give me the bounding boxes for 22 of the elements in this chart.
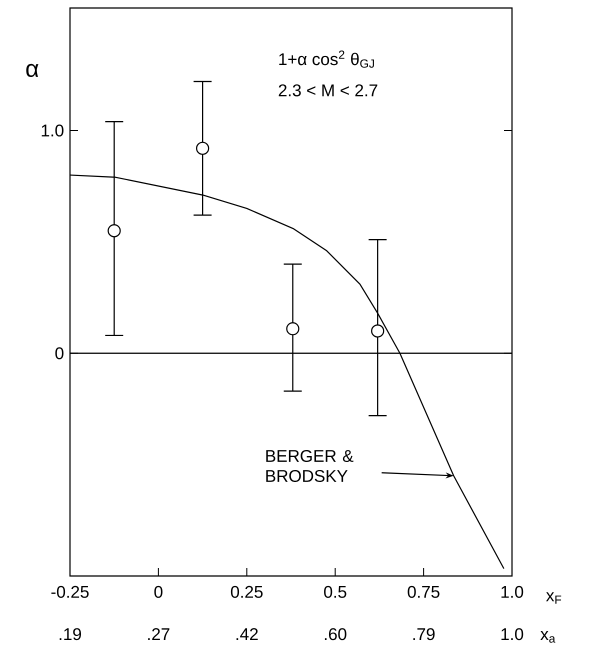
text: x$_{a}$ bbox=[540, 631, 556, 643]
x-tick-label: 1.0 bbox=[501, 586, 524, 598]
annotation: 1+α cos$^{2}$ θ$_{GJ}$ bbox=[279, 50, 374, 68]
x-tick-label: -0.25 bbox=[51, 586, 89, 598]
y-axis-title: α bbox=[26, 64, 38, 78]
text: .19 bbox=[60, 628, 82, 640]
x-tick-label: 0 bbox=[154, 586, 162, 598]
text: .60 bbox=[324, 628, 346, 640]
x-tick-label: 0.25 bbox=[230, 586, 263, 598]
x-axis-title: x$_{F}$ bbox=[546, 592, 562, 604]
text: 1.0 bbox=[501, 628, 524, 640]
text: .42 bbox=[236, 628, 258, 640]
legend-label: BERGER & BRODSKY bbox=[266, 450, 354, 482]
x-tick-label: 0.75 bbox=[408, 586, 440, 598]
annotation: 2.3 < M < 2.7 bbox=[278, 84, 378, 96]
text: .79 bbox=[413, 628, 435, 640]
point bbox=[371, 324, 384, 338]
x-tick-label: 0.5 bbox=[324, 586, 346, 598]
text: .27 bbox=[148, 628, 170, 640]
point bbox=[196, 142, 210, 155]
point bbox=[108, 224, 121, 238]
point bbox=[286, 322, 300, 336]
